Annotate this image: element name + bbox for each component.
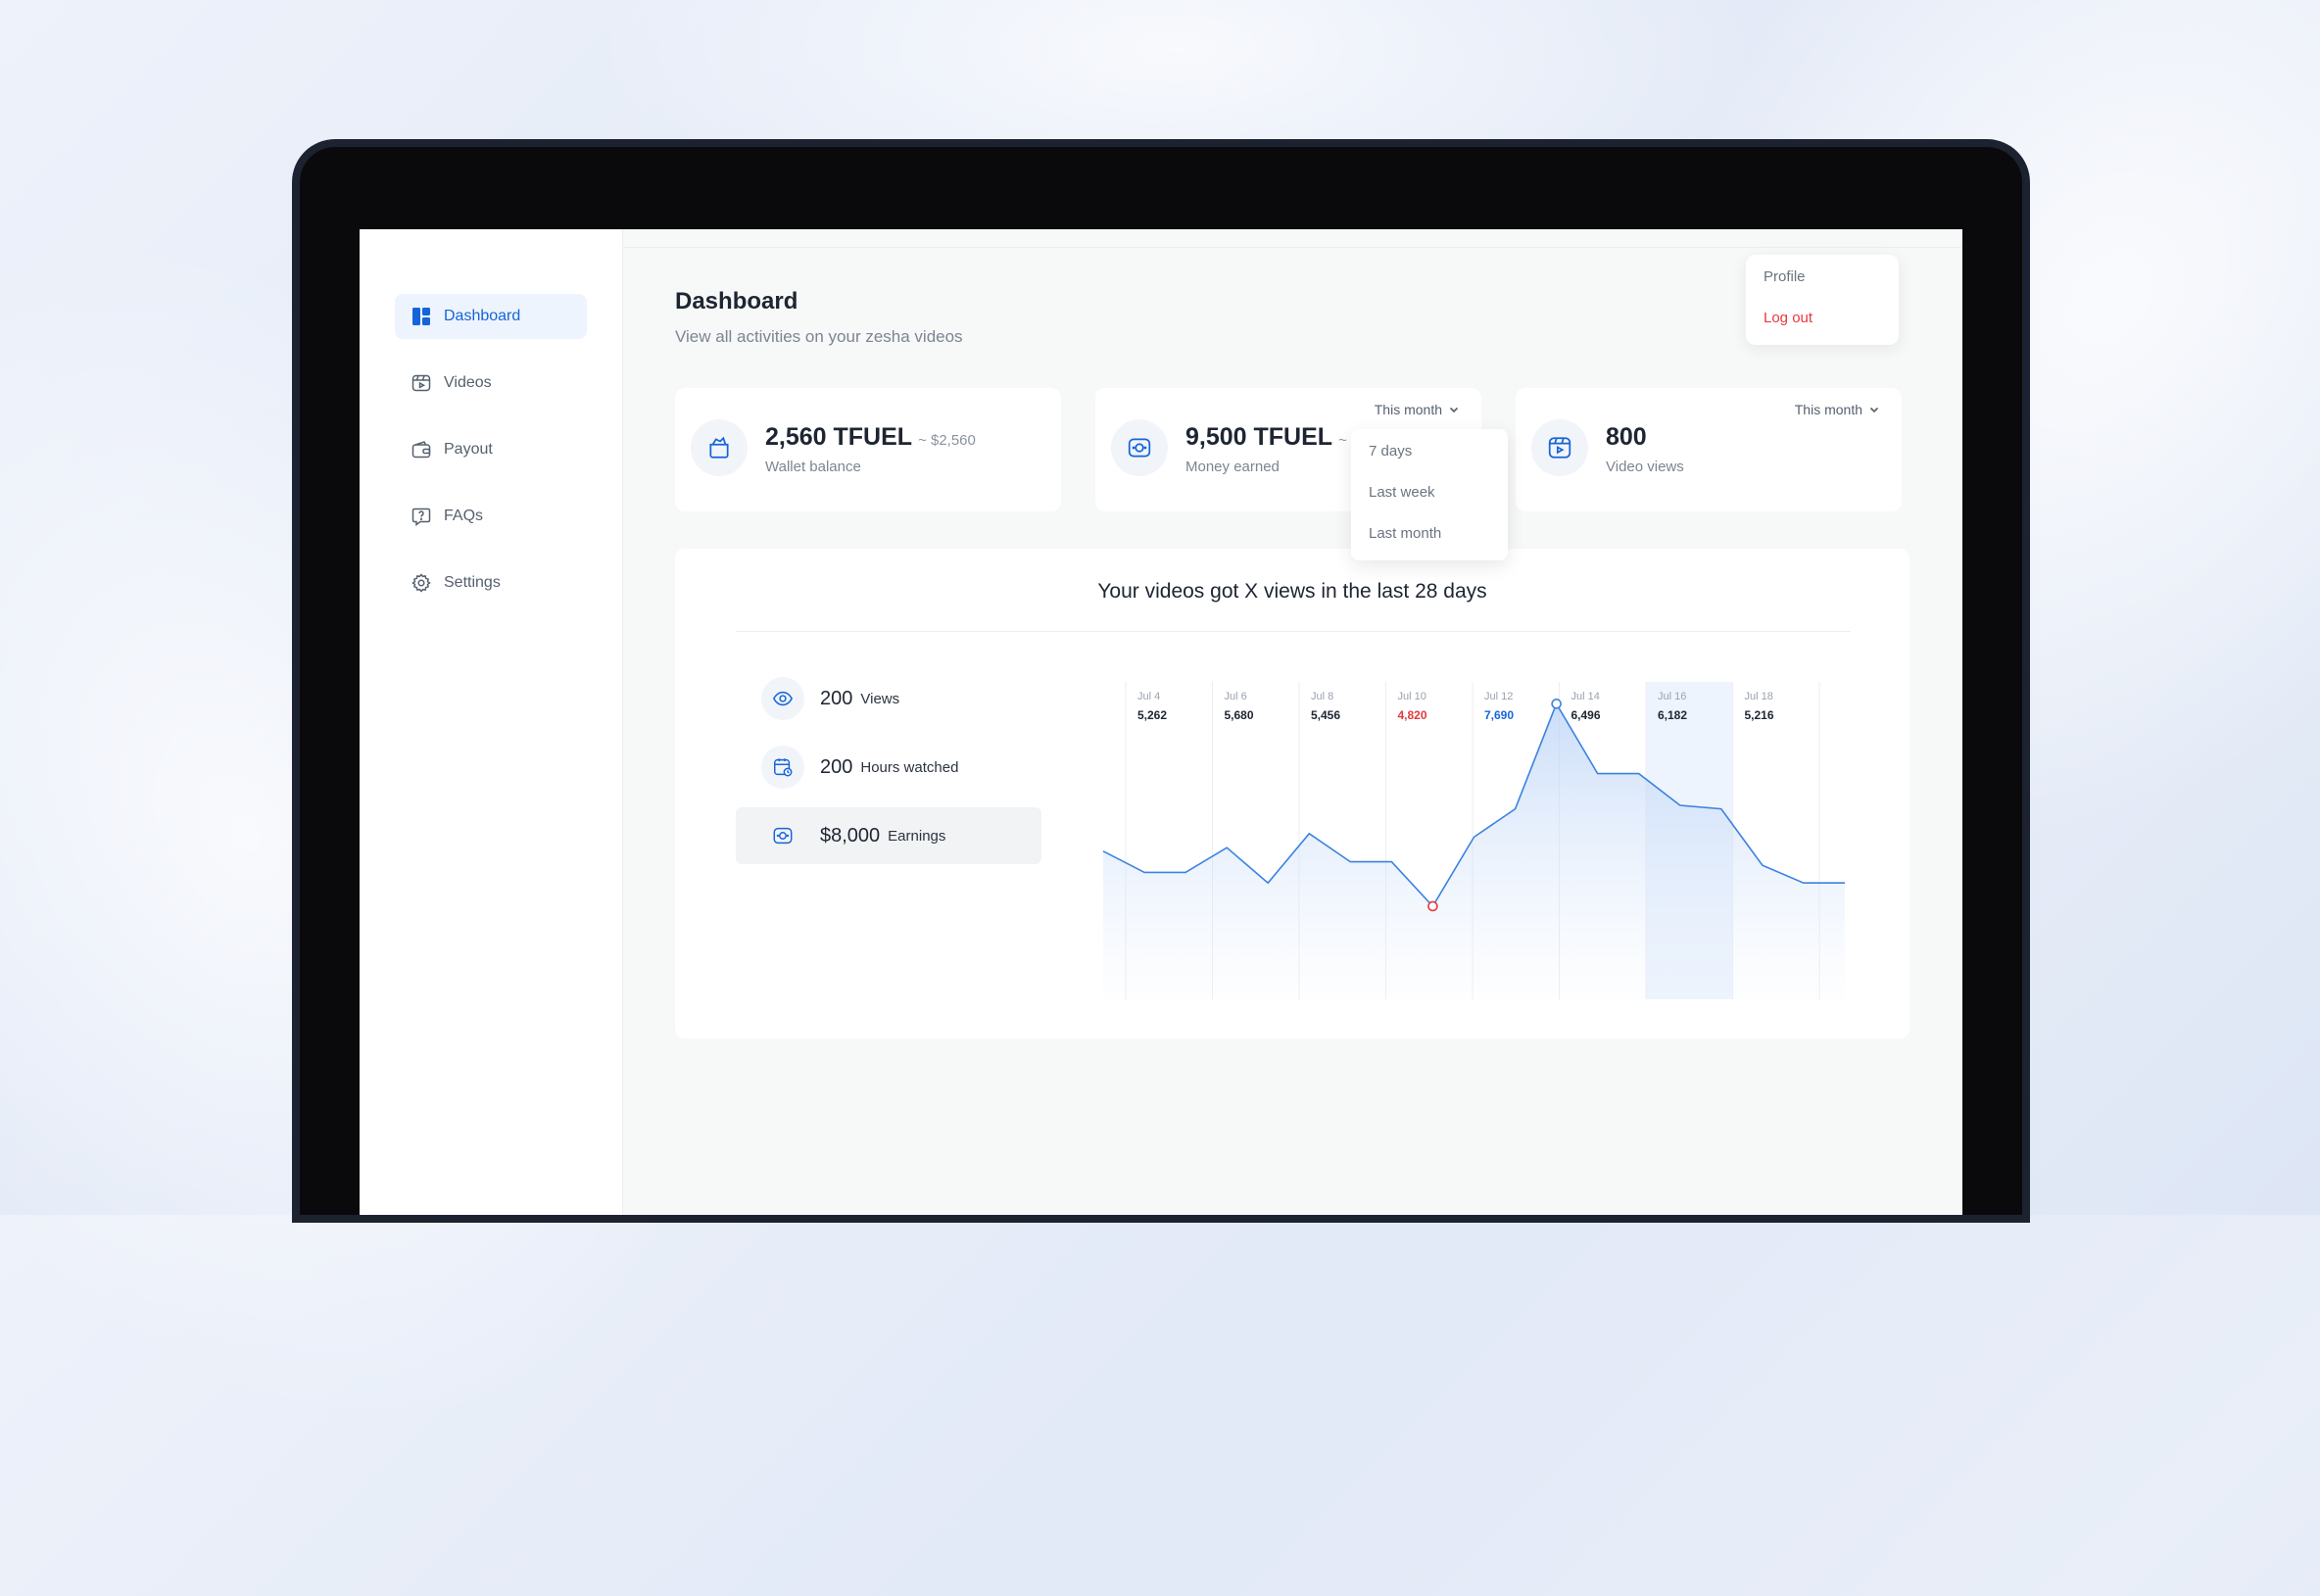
app-screen: Dashboard Videos Payout FAQs Settings (360, 229, 1962, 1215)
period-selector[interactable]: This month (1795, 402, 1880, 417)
period-option-last-week[interactable]: Last week (1369, 484, 1435, 501)
stat-value: $8,000 (820, 824, 881, 846)
column-value-label: 7,690 (1484, 708, 1514, 722)
card-value: 9,500 TFUEL~ $9 (1185, 423, 1368, 452)
stat-value: 200 (820, 687, 853, 709)
chart-title: Your videos got X views in the last 28 d… (1097, 580, 1487, 603)
sidebar-item-settings[interactable]: Settings (395, 560, 587, 605)
column-value-label: 4,820 (1398, 708, 1427, 722)
min-point-marker (1427, 900, 1438, 912)
chevron-down-icon (1449, 407, 1459, 413)
column-date-label: Jul 8 (1311, 691, 1333, 702)
profile-menu: Profile Log out (1746, 255, 1899, 345)
sidebar-item-dashboard[interactable]: Dashboard (395, 294, 587, 339)
max-point-marker (1551, 699, 1562, 709)
card-approx-value: ~ $2,560 (918, 432, 976, 449)
profile-menu-item[interactable]: Profile (1764, 268, 1806, 285)
period-option-7-days[interactable]: 7 days (1369, 443, 1413, 459)
series-line (1102, 701, 1845, 908)
period-label: This month (1794, 402, 1862, 417)
topbar-divider (622, 247, 1962, 248)
page-subtitle: View all activities on your zesha videos (675, 327, 963, 346)
period-label: This month (1374, 402, 1442, 417)
column-date-label: Jul 4 (1137, 691, 1160, 702)
sidebar-item-payout[interactable]: Payout (395, 427, 587, 472)
sidebar-item-label: Settings (444, 574, 501, 591)
sidebar-item-label: FAQs (444, 508, 484, 524)
page-title: Dashboard (675, 288, 798, 314)
card-label: Video views (1606, 459, 1684, 475)
stat-value: 200 (820, 755, 853, 778)
wallet-icon (691, 419, 748, 476)
chevron-down-icon (1869, 407, 1879, 413)
dashboard-icon (411, 306, 432, 327)
stat-hours-watched[interactable]: 200 Hours watched (736, 739, 1041, 796)
stat-label: Views (860, 690, 900, 707)
views-chart-panel: Your videos got X views in the last 28 d… (675, 549, 1909, 1039)
column-date-label: Jul 6 (1225, 691, 1247, 702)
column-value-label: 5,680 (1225, 708, 1254, 722)
period-option-last-month[interactable]: Last month (1369, 525, 1442, 542)
wallet-icon (411, 439, 432, 460)
column-value-label: 6,496 (1571, 708, 1601, 722)
column-value-label: 5,456 (1311, 708, 1340, 722)
sidebar-item-label: Payout (444, 441, 493, 458)
column-date-label: Jul 12 (1484, 691, 1513, 702)
card-value: 2,560 TFUEL ~ $2,560 (765, 423, 976, 451)
column-date-label: Jul 10 (1398, 691, 1426, 702)
column-date-label: Jul 14 (1571, 691, 1600, 702)
card-label: Money earned (1185, 459, 1280, 475)
card-label: Wallet balance (765, 459, 861, 475)
gear-icon (411, 572, 432, 594)
question-icon (411, 506, 432, 527)
views-area-chart[interactable]: Jul 4 5,262 Jul 6 5,680 Jul 8 5,456 Jul 10 4,82… (675, 549, 1909, 1039)
chart-divider (736, 631, 1851, 632)
column-date-label: Jul 18 (1745, 691, 1773, 702)
stat-views[interactable]: 200 Views (736, 670, 1041, 727)
column-value-label: 5,262 (1137, 708, 1167, 722)
card-value: 800 (1606, 423, 1647, 451)
stat-label: Earnings (888, 827, 946, 845)
stat-earnings[interactable]: $8,000 Earnings (736, 807, 1041, 864)
video-views-card: 800 Video views This month (1516, 388, 1902, 511)
wallet-balance-card: 2,560 TFUEL ~ $2,560 Wallet balance (675, 388, 1061, 511)
eye-icon (761, 677, 804, 720)
sidebar-item-label: Videos (444, 374, 492, 391)
money-icon (1111, 419, 1168, 476)
column-value-label: 5,216 (1745, 708, 1774, 722)
logout-menu-item[interactable]: Log out (1764, 310, 1813, 326)
calendar-clock-icon (761, 746, 804, 789)
video-play-icon (1531, 419, 1588, 476)
sidebar: Dashboard Videos Payout FAQs Settings (360, 229, 623, 1215)
sidebar-item-faqs[interactable]: FAQs (395, 494, 587, 539)
period-dropdown: 7 days Last week Last month (1351, 429, 1508, 560)
area-fill (1103, 703, 1845, 999)
sidebar-item-videos[interactable]: Videos (395, 361, 587, 406)
column-value-label: 6,182 (1658, 708, 1687, 722)
period-selector[interactable]: This month (1375, 402, 1460, 417)
sidebar-item-label: Dashboard (444, 308, 521, 324)
video-icon (411, 372, 432, 394)
stat-label: Hours watched (860, 758, 959, 776)
money-icon (761, 814, 804, 857)
column-date-label: Jul 16 (1658, 691, 1686, 702)
